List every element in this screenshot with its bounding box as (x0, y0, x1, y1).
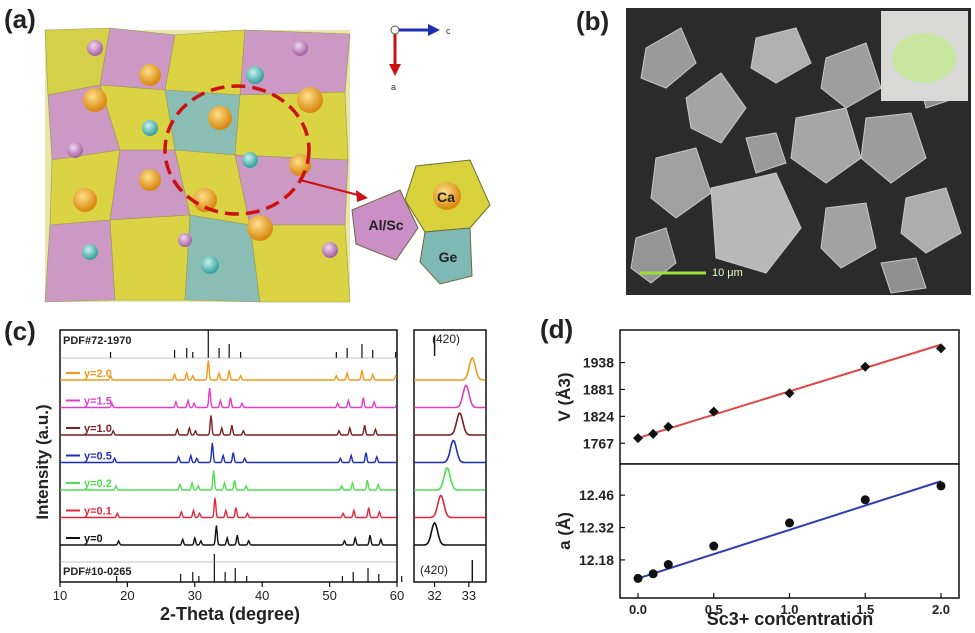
volume-point (860, 361, 871, 372)
lattice-a-point (860, 495, 870, 505)
lattice-a-point (648, 569, 658, 579)
xtick-label: 1.5 (856, 602, 874, 617)
crystal-lattice (44, 27, 368, 303)
xrd-xtick-label: 10 (53, 588, 67, 603)
xrd-zoom-plot (414, 336, 486, 582)
xrd-xtick-label: 30 (188, 588, 202, 603)
highlight-dashed-circle (163, 84, 311, 216)
xrd-panel: y=2.0 y=1.5 y=1.0 y=0.5 y=0.2 y=0.1 y=0 PDF#72… (33, 329, 487, 624)
xrd-xtick-label: 20 (120, 588, 134, 603)
polyhedra-detail: Ca Al/Sc Ge (351, 159, 491, 285)
lattice-a-point (633, 573, 643, 583)
xtick-label: 0.0 (629, 602, 647, 617)
volume-ylabel: V (Å3) (555, 372, 574, 421)
xrd-ylabel: Intensity (a.u.) (33, 404, 52, 519)
ref-bottom-label: PDF#10-0265 (63, 566, 132, 578)
xrd-curve (60, 415, 397, 436)
legend-label: y=0.1 (84, 506, 112, 518)
legend-label: y=0.2 (84, 478, 112, 490)
axis-c-label: c (446, 26, 451, 36)
volume-point (936, 343, 946, 354)
panel-label-c: (c) (4, 316, 36, 346)
xrd-zoom-peak (414, 522, 486, 546)
ref-top-label: PDF#72-1970 (63, 335, 132, 347)
lattice-a-ylabel: a (Å) (555, 512, 574, 550)
xrd-zoom-peak (414, 384, 486, 409)
legend-label: y=2.0 (84, 368, 112, 380)
panel-label-a: (a) (4, 4, 36, 34)
fit-line (637, 480, 942, 580)
volume-point (708, 406, 719, 417)
legend-label: y=1.5 (84, 396, 112, 408)
xtick-label: 0.5 (705, 602, 723, 617)
panel-label-d: (d) (540, 314, 574, 344)
site-label-ca: Ca (437, 189, 455, 205)
lattice-xlabel: Sc3+ concentration (707, 609, 874, 629)
crystal-structure-panel: c a Ca Al/Sc Ge (44, 24, 491, 303)
ytick-label: 1824 (583, 408, 614, 424)
ytick-label: 12.32 (579, 520, 614, 536)
ytick-label: 1767 (583, 435, 614, 451)
xrd-curve (60, 470, 397, 491)
volume-point (784, 388, 795, 399)
lattice-a-point (785, 518, 794, 528)
lattice-a-point (709, 541, 719, 551)
zoom-xtick-label: 33 (462, 588, 476, 603)
volume-point (633, 433, 643, 444)
legend-label: y=1.0 (84, 423, 112, 435)
xrd-zoom-frame (413, 329, 487, 583)
ytick-label: 12.18 (579, 552, 614, 568)
xrd-xtick-label: 50 (322, 588, 336, 603)
legend-label: y=0.5 (84, 451, 112, 463)
lattice-a-point (936, 481, 946, 491)
xrd-curve (60, 387, 397, 409)
xrd-curve (60, 360, 397, 381)
site-label-alsc: Al/Sc (368, 217, 403, 233)
legend-label: y=0 (84, 533, 103, 545)
peak-label-top: (420) (432, 332, 460, 346)
axes-indicator: c a (389, 24, 451, 92)
xrd-xtick-label: 40 (255, 588, 269, 603)
volume-point (648, 428, 659, 439)
xrd-zoom-peak (414, 467, 486, 491)
zoom-xtick-label: 32 (427, 588, 441, 603)
xtick-label: 2.0 (932, 602, 950, 617)
site-label-ge: Ge (439, 249, 458, 265)
sem-micrograph: 10 μm (626, 8, 971, 295)
xrd-xlabel: 2-Theta (degree) (160, 604, 300, 624)
xrd-zoom-peak (414, 494, 486, 519)
axis-a-label: a (391, 82, 396, 92)
zoom-arrow (299, 179, 363, 197)
xrd-curve (60, 497, 397, 519)
lattice-plot-panel: 1767 1824 1881 1938 12.18 12.32 12.46 0.0 0.5 1.0… (555, 329, 960, 629)
lattice-a-point (663, 560, 673, 570)
xrd-zoom-peak (414, 412, 486, 436)
xrd-zoom-peak (414, 439, 486, 464)
ytick-label: 1938 (583, 355, 614, 371)
xrd-curve (60, 525, 397, 546)
lattice-a-plot-frame (619, 463, 960, 599)
xrd-main-plot: y=2.0 y=1.5 y=1.0 y=0.5 y=0.2 y=0.1 y=0 (60, 330, 403, 582)
ytick-label: 12.46 (579, 487, 614, 503)
phosphor-powder-photo (892, 33, 956, 83)
scale-bar-label: 10 μm (712, 267, 743, 279)
xrd-xtick-label: 60 (390, 588, 404, 603)
xrd-zoom-peak (414, 357, 486, 381)
panel-label-b: (b) (576, 6, 610, 36)
ytick-label: 1881 (583, 381, 614, 397)
xtick-label: 1.0 (780, 602, 798, 617)
peak-label-bottom: (420) (420, 563, 448, 577)
xrd-curve (60, 442, 397, 464)
volume-point (663, 421, 674, 432)
